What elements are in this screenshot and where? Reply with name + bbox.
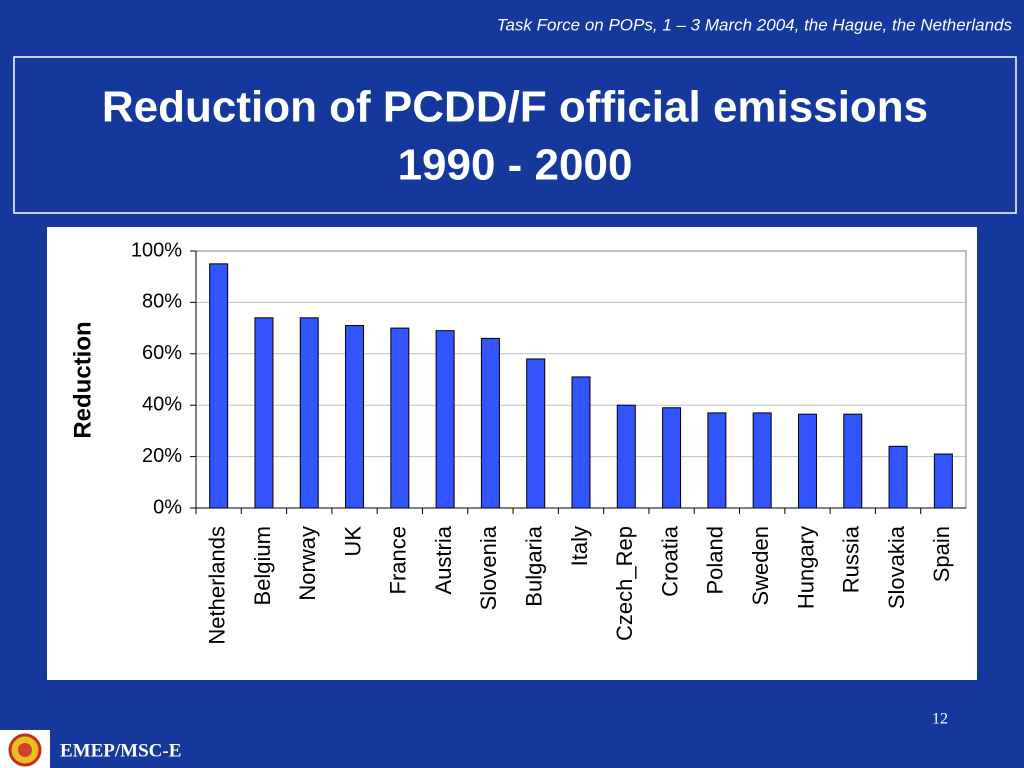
y-tick-label: 20% — [142, 445, 182, 467]
x-tick-label: Norway — [295, 526, 320, 601]
bar — [797, 413, 817, 509]
x-tick-label: Russia — [839, 525, 864, 593]
chart-area — [47, 227, 977, 680]
bar — [299, 317, 319, 509]
y-tick-label: 100% — [131, 239, 182, 261]
x-tick-label: Bulgaria — [522, 525, 547, 606]
x-tick-label: Poland — [703, 526, 728, 595]
x-tick-label: Italy — [567, 526, 592, 566]
bar — [209, 263, 229, 509]
y-tick-label: 80% — [142, 291, 182, 313]
y-tick-label: 0% — [153, 496, 182, 518]
x-tick-label: Hungary — [793, 526, 818, 609]
bar — [435, 330, 455, 509]
bar — [843, 413, 863, 509]
y-axis-label: Reduction — [69, 321, 96, 438]
y-tick-label: 40% — [142, 393, 182, 415]
bar — [390, 327, 410, 509]
title-line: 1990 - 2000 — [398, 141, 633, 190]
bar — [662, 407, 682, 509]
footer: EMEP/MSC-E — [60, 740, 181, 761]
x-tick-label: UK — [340, 526, 365, 557]
y-tick-label: 60% — [142, 342, 182, 364]
title-box — [13, 56, 1017, 214]
bar — [933, 453, 953, 509]
x-tick-label: Netherlands — [204, 526, 229, 645]
bar — [345, 325, 365, 509]
x-tick-label: Croatia — [657, 525, 682, 597]
bar — [526, 358, 546, 509]
x-tick-label: Spain — [929, 526, 954, 582]
x-tick-label: Czech_Rep — [612, 526, 637, 641]
bar — [254, 317, 274, 509]
x-tick-label: Sweden — [748, 526, 773, 606]
x-tick-label: Slovenia — [476, 525, 501, 610]
bar — [616, 404, 636, 509]
x-tick-label: Belgium — [250, 526, 275, 605]
x-tick-label: Austria — [431, 525, 456, 594]
bar — [571, 376, 591, 509]
bar — [480, 337, 500, 509]
x-tick-label: Slovakia — [884, 525, 909, 609]
bar — [752, 412, 772, 509]
header: Task Force on POPs, 1 – 3 March 2004, th… — [497, 15, 1013, 34]
x-tick-label: France — [386, 526, 411, 594]
title-line: Reduction of PCDD/F official emissions — [102, 83, 928, 132]
bar — [707, 412, 727, 509]
bar — [888, 445, 908, 509]
page-number: 12 — [932, 711, 948, 728]
logo — [0, 730, 50, 768]
